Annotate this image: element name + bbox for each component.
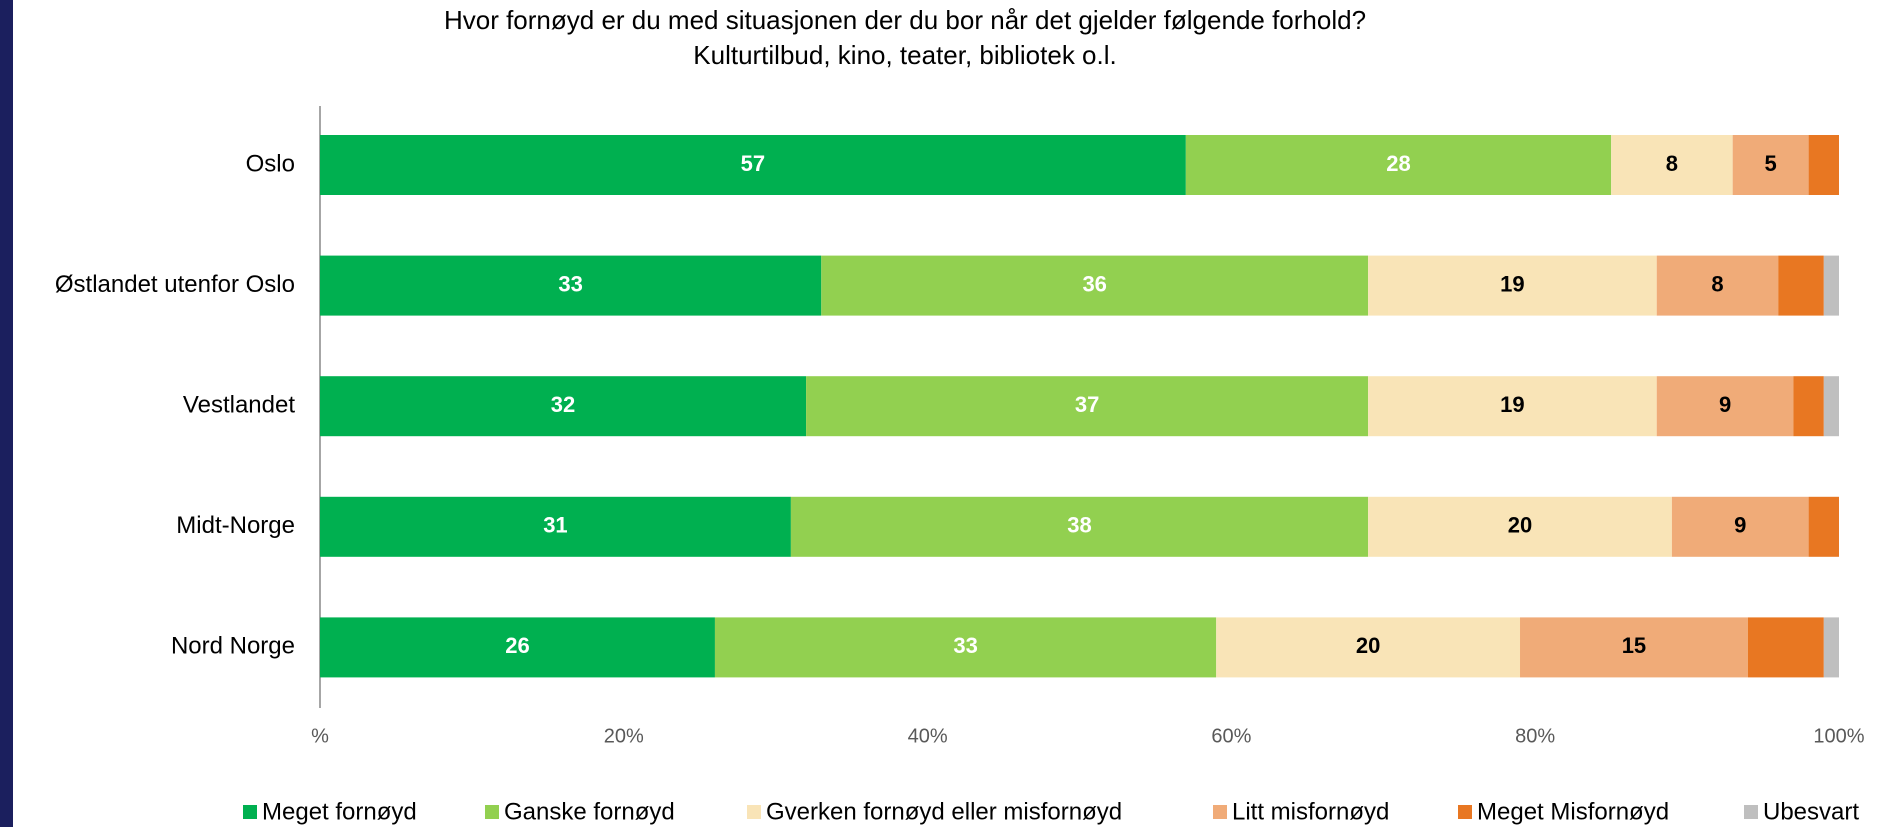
bar-segment: [1778, 255, 1824, 316]
bar-segment: [1185, 135, 1612, 195]
data-label: 15: [1622, 633, 1646, 658]
x-tick-label: 60%: [1211, 725, 1251, 747]
bar-segment: [320, 496, 791, 557]
bar-segment: [1216, 617, 1521, 678]
data-label: 8: [1666, 151, 1678, 176]
data-label: 28: [1386, 151, 1410, 176]
x-tick-label: 40%: [908, 725, 948, 747]
legend-swatch: [1213, 805, 1227, 819]
side-stripe: [0, 0, 13, 827]
data-label: 36: [1082, 271, 1106, 296]
category-label: Vestlandet: [183, 392, 295, 419]
bar-segment: [320, 255, 822, 316]
bar-segment: [790, 496, 1369, 557]
data-label: 38: [1067, 513, 1091, 538]
legend-label: Gverken fornøyd eller misfornøyd: [766, 798, 1122, 825]
bar-segment: [1808, 496, 1839, 557]
bar-segment: [1368, 496, 1672, 557]
bar-segment: [1671, 496, 1809, 557]
legend-label: Ganske fornøyd: [504, 798, 675, 825]
bar-segment: [1656, 255, 1779, 316]
category-label: Østlandet utenfor Oslo: [55, 271, 295, 298]
data-label: 8: [1711, 271, 1723, 296]
bar-segment: [1732, 135, 1809, 195]
legend-swatch: [485, 805, 499, 819]
bar-segment: [1747, 617, 1824, 678]
bar-segment: [320, 135, 1186, 195]
data-label: 57: [741, 151, 765, 176]
category-label: Nord Norge: [171, 633, 295, 660]
x-tick-label: 20%: [604, 725, 644, 747]
legend-swatch: [243, 805, 257, 819]
bar-segment: [1611, 135, 1733, 195]
x-tick-label: 80%: [1515, 725, 1555, 747]
data-label: 20: [1356, 633, 1380, 658]
x-tick-label: %: [311, 725, 329, 747]
chart-subtitle: Kulturtilbud, kino, teater, bibliotek o.…: [693, 40, 1116, 70]
bar-segment: [1368, 376, 1657, 437]
bar-segment: [320, 617, 715, 678]
bar-segment: [1823, 255, 1839, 316]
bar-segment: [320, 376, 807, 437]
legend-label: Ubesvart: [1763, 798, 1859, 825]
legend-swatch: [1744, 805, 1758, 819]
bar-segment: [714, 617, 1217, 678]
data-label: 9: [1734, 513, 1746, 538]
data-label: 33: [953, 633, 977, 658]
legend-label: Meget fornøyd: [262, 798, 417, 825]
category-label: Oslo: [246, 150, 295, 177]
data-label: 20: [1508, 513, 1532, 538]
data-label: 37: [1075, 392, 1099, 417]
data-label: 32: [551, 392, 575, 417]
bar-segment: [806, 376, 1369, 437]
bar-segment: [1368, 255, 1657, 316]
data-label: 9: [1719, 392, 1731, 417]
bar-segment: [1808, 135, 1839, 195]
data-label: 19: [1500, 271, 1524, 296]
bar-segment: [1823, 617, 1839, 678]
bar-segment: [1520, 617, 1748, 678]
data-label: 31: [543, 513, 567, 538]
x-tick-label: 100%: [1813, 725, 1864, 747]
legend-swatch: [1458, 805, 1472, 819]
category-label: Midt-Norge: [176, 512, 295, 539]
data-label: 26: [505, 633, 529, 658]
data-label: 19: [1500, 392, 1524, 417]
data-label: 5: [1765, 151, 1777, 176]
bar-segment: [1793, 376, 1824, 437]
chart-title: Hvor fornøyd er du med situasjonen der d…: [444, 5, 1366, 35]
bar-segment: [1656, 376, 1794, 437]
bar-segment: [821, 255, 1369, 316]
legend-label: Meget Misfornøyd: [1477, 798, 1669, 825]
data-label: 33: [558, 271, 582, 296]
legend-label: Litt misfornøyd: [1232, 798, 1389, 825]
bar-segment: [1823, 376, 1839, 437]
legend-swatch: [747, 805, 761, 819]
